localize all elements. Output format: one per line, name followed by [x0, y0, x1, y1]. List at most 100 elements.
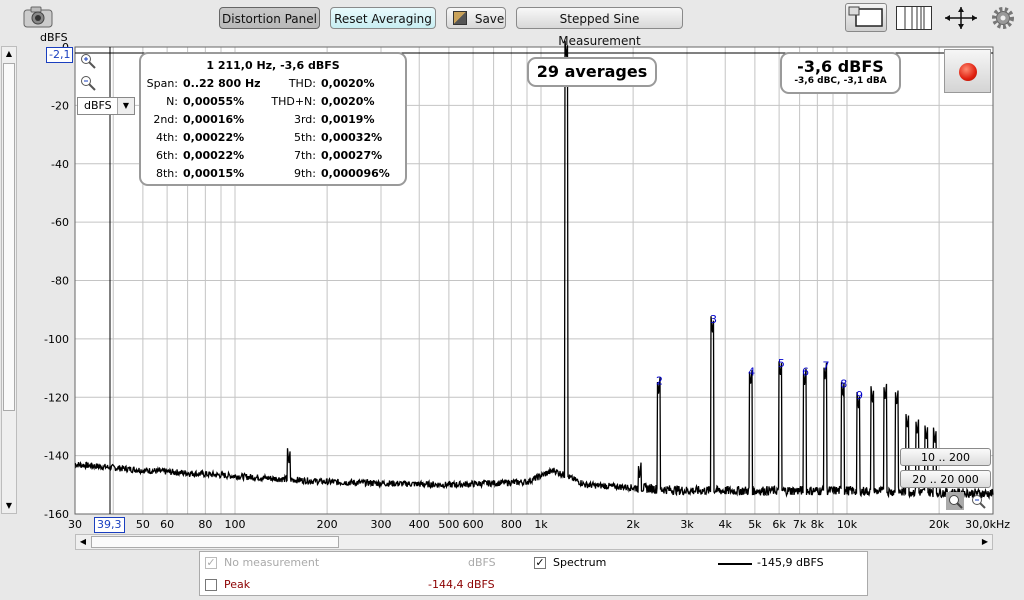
record-icon	[959, 63, 977, 81]
harmonic-label: 6	[802, 366, 809, 379]
zoom-in-y-icon[interactable]	[80, 53, 96, 69]
zoom-out-x-icon[interactable]	[969, 492, 987, 510]
save-label: Save	[474, 12, 505, 26]
x-tick-label: 8k	[811, 518, 825, 530]
x-tick-label: 50	[136, 518, 150, 530]
window-layout-icon[interactable]	[845, 3, 887, 32]
x-tick-label: 30	[68, 518, 82, 530]
x-tick-label: 30,0kHz	[965, 518, 1010, 530]
x-tick-label: 20k	[929, 518, 950, 530]
stepped-sine-measurement-button[interactable]: Stepped Sine Measurement	[516, 7, 683, 48]
no-measurement-checkbox[interactable]: ✓	[205, 556, 217, 569]
settings-gear-icon[interactable]	[991, 6, 1015, 30]
zoom-preset-10-200-button[interactable]: 10 .. 200	[900, 448, 991, 466]
spectrum-trace	[74, 40, 994, 500]
x-tick-label: 2k	[626, 518, 640, 530]
harmonic-label: 9	[856, 389, 863, 402]
x-tick-label: 7k	[793, 518, 807, 530]
h4-value: 0,00022%	[183, 131, 245, 144]
x-tick-label: 6k	[772, 518, 786, 530]
h8-value: 0,00015%	[183, 167, 245, 180]
h6-value: 0,00022%	[183, 149, 245, 162]
spectrum-line-swatch	[718, 563, 752, 565]
averages-text: 29 averages	[536, 62, 648, 81]
harmonic-label: 3	[710, 313, 717, 326]
peak-checkbox[interactable]	[205, 579, 217, 591]
scroll-up-arrow[interactable]: ▲	[5, 49, 13, 58]
harmonic-label: 4	[748, 366, 755, 379]
y-tick-label: -60	[51, 216, 69, 229]
x-tick-label: 300	[371, 518, 392, 530]
y-tick-label: -80	[51, 275, 69, 288]
x-tick-label: 60	[160, 518, 174, 530]
y-unit-label: dBFS	[40, 31, 68, 44]
scroll-right-arrow[interactable]: ▶	[981, 537, 989, 546]
h5-value: 0,00032%	[321, 131, 383, 144]
spectrum-checkbox[interactable]: ✓	[534, 556, 546, 569]
chevron-down-icon: ▼	[117, 98, 134, 114]
x-tick-label: 3k	[680, 518, 694, 530]
x-tick-label: 5k	[748, 518, 762, 530]
peak-value: -144,4 dBFS	[428, 578, 495, 591]
grid-toggle-icon[interactable]	[896, 6, 932, 30]
harmonic-label: 7	[823, 360, 830, 373]
h3-value: 0,0019%	[321, 113, 375, 126]
zoom-in-x-icon[interactable]	[946, 492, 964, 510]
level-sub: -3,6 dBC, -3,1 dBA	[794, 76, 887, 86]
camera-icon[interactable]	[23, 6, 53, 28]
x-tick-label: 600	[463, 518, 484, 530]
h7-value: 0,00027%	[321, 149, 383, 162]
scroll-left-arrow[interactable]: ◀	[79, 537, 87, 546]
thd-label: THD:	[288, 77, 316, 90]
cursor-y-readout: -2,1	[46, 47, 74, 63]
save-button[interactable]: Save	[446, 7, 506, 29]
x-tick-label: 80	[198, 518, 212, 530]
vertical-scrollbar[interactable]: ▲ ▼	[1, 46, 17, 514]
h9-label: 9th:	[294, 167, 316, 180]
thdn-label: THD+N:	[271, 95, 316, 108]
x-tick-label: 1k	[534, 518, 548, 530]
x-tick-label: 100	[225, 518, 246, 530]
distortion-panel: 1 211,0 Hz, -3,6 dBFS Span: 0..22 800 Hz…	[139, 52, 407, 186]
y-tick-label: -120	[44, 391, 69, 404]
harmonic-label: 5	[778, 357, 785, 370]
level-main: -3,6 dBFS	[797, 57, 884, 76]
x-tick-labels: 30 50 60 80 100 200 300 400 500 600 800 1k 2k 3k 4k 5k 6…	[68, 518, 1010, 530]
zoom-out-y-icon[interactable]	[80, 75, 96, 91]
zoom-preset-20-20000-button[interactable]: 20 .. 20 000	[900, 470, 991, 488]
thd-value: 0,0020%	[321, 77, 375, 90]
noise-value: 0,00055%	[183, 95, 245, 108]
reset-averaging-button[interactable]: Reset Averaging	[330, 7, 436, 29]
y-unit-select[interactable]: dBFS ▼	[77, 97, 135, 115]
harmonic-label: 8	[840, 377, 847, 390]
spectrum-label: Spectrum	[553, 556, 607, 569]
span-label: Span:	[146, 77, 178, 90]
vertical-scrollbar-thumb[interactable]	[3, 63, 15, 411]
x-tick-label: 4k	[719, 518, 733, 530]
h3-label: 3rd:	[293, 113, 316, 126]
scroll-down-arrow[interactable]: ▼	[5, 501, 13, 510]
y-tick-label: -40	[51, 158, 69, 171]
h2-label: 2nd:	[153, 113, 178, 126]
y-tick-labels: 0-20-40-60-80-100-120-140-160	[44, 41, 69, 521]
y-unit-select-value: dBFS	[84, 99, 112, 112]
x-tick-label: 800	[501, 518, 522, 530]
y-tick-label: -140	[44, 450, 69, 463]
y-tick-label: -20	[51, 99, 69, 112]
h2-value: 0,00016%	[183, 113, 245, 126]
no-measurement-unit: dBFS	[468, 556, 496, 569]
horizontal-scrollbar[interactable]: ◀ ▶	[75, 534, 993, 550]
distortion-panel-button[interactable]: Distortion Panel	[219, 7, 320, 29]
horizontal-scrollbar-thumb[interactable]	[91, 536, 339, 548]
h5-label: 5th:	[294, 131, 316, 144]
distortion-header: 1 211,0 Hz, -3,6 dBFS	[206, 59, 340, 72]
x-tick-label: 500	[438, 518, 459, 530]
record-button[interactable]	[944, 49, 991, 93]
x-tick-label: 200	[317, 518, 338, 530]
level-box: -3,6 dBFS -3,6 dBC, -3,1 dBA	[780, 52, 901, 94]
legend-panel: ✓ No measurement dBFS ✓ Spectrum -145,9 …	[199, 551, 868, 596]
plot-border	[74, 46, 994, 515]
fit-axes-icon[interactable]	[943, 6, 979, 30]
averages-box: 29 averages	[527, 57, 657, 87]
no-measurement-label: No measurement	[224, 556, 320, 569]
